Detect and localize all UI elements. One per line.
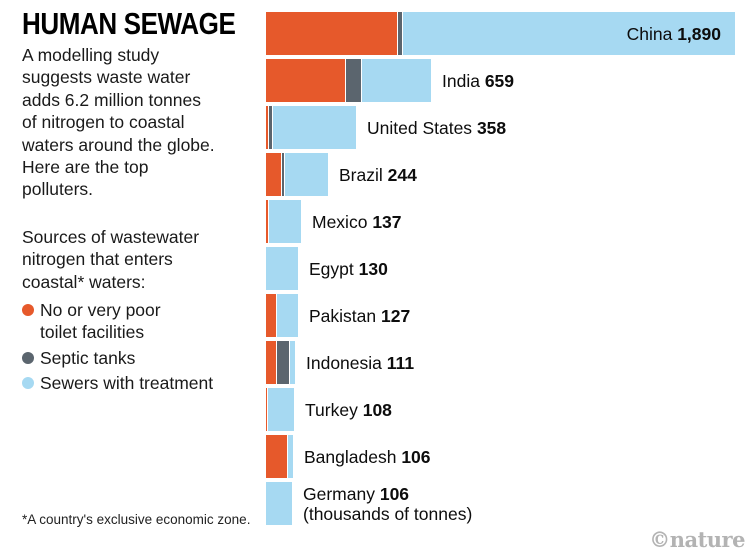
legend-item-label: Sewers with treatment xyxy=(40,373,214,394)
bar-label: Germany 106 (thousands of tonnes) xyxy=(303,484,472,524)
bar-segment-septic xyxy=(346,59,362,102)
country-value: 106 xyxy=(401,446,431,467)
toilet-color-dot-icon xyxy=(22,304,34,316)
country-value: 659 xyxy=(484,70,515,91)
bar-segment-toilet xyxy=(266,153,282,196)
bar-segment-toilet xyxy=(266,200,268,243)
bar-label: China 1,890 xyxy=(266,24,721,44)
country-value: 108 xyxy=(362,399,392,420)
bar-row-pakistan: Pakistan 127 xyxy=(266,294,751,337)
stacked-bar-chart: China 1,890 India 659 United States 358 Bra… xyxy=(266,12,751,529)
legend-item-label: No or very poor toilet facilities xyxy=(40,300,161,343)
bar-label: India 659 xyxy=(442,71,514,91)
legend-item-sewer: Sewers with treatment xyxy=(22,372,262,394)
bar-segment-toilet xyxy=(266,388,268,431)
bar-label: Mexico 137 xyxy=(312,212,402,232)
country-name: Bangladesh xyxy=(304,446,397,467)
septic-color-dot-icon xyxy=(22,351,34,364)
sewer-color-dot-icon xyxy=(22,377,34,390)
country-value: 127 xyxy=(381,305,411,326)
bar-segment-sewer xyxy=(362,59,431,102)
bar-label: Bangladesh 106 xyxy=(304,447,431,467)
bar-row-united-states: United States 358 xyxy=(266,106,751,149)
bar-label: Turkey 108 xyxy=(305,400,392,420)
bar-row-turkey: Turkey 108 xyxy=(266,388,751,431)
bar-segment-sewer xyxy=(402,12,735,55)
bar-segment-toilet xyxy=(266,341,277,384)
country-value: 244 xyxy=(387,164,417,185)
bar-segment-septic xyxy=(398,12,402,55)
nature-credit: ©nature xyxy=(649,527,745,552)
page-title: HUMAN SEWAGE xyxy=(22,6,236,41)
bar-row-china: China 1,890 xyxy=(266,12,751,55)
unit-note: (thousands of tonnes) xyxy=(303,503,473,524)
stacked-bar xyxy=(266,12,735,55)
legend-title: Sources of wastewater nitrogen that ente… xyxy=(22,227,200,292)
bar-segment-septic xyxy=(282,153,284,196)
bar-row-indonesia: Indonesia 111 xyxy=(266,341,751,384)
bar-segment-septic xyxy=(277,341,290,384)
bar-segment-toilet xyxy=(266,435,287,478)
country-name: Pakistan xyxy=(309,305,377,326)
country-name: India xyxy=(442,70,480,91)
country-name: Germany xyxy=(303,483,375,504)
legend-item-label: Septic tanks xyxy=(40,347,136,368)
bar-segment-sewer xyxy=(273,106,357,149)
country-value: 1,890 xyxy=(677,23,721,44)
country-value: 358 xyxy=(476,117,507,138)
bar-label: Egypt 130 xyxy=(309,259,388,279)
country-value: 137 xyxy=(372,211,402,232)
intro-text: A modelling study suggests waste water a… xyxy=(22,45,215,200)
stacked-bar xyxy=(266,341,296,384)
country-name: Egypt xyxy=(309,258,354,279)
stacked-bar xyxy=(266,247,299,290)
bar-segment-toilet xyxy=(266,294,276,337)
bar-segment-septic xyxy=(269,106,273,149)
bar-label: Brazil 244 xyxy=(339,165,417,185)
bar-row-india: India 659 xyxy=(266,59,751,102)
stacked-bar xyxy=(266,388,294,431)
country-name: Mexico xyxy=(312,211,368,232)
country-name: Turkey xyxy=(305,399,358,420)
country-name: China xyxy=(626,23,673,44)
stacked-bar xyxy=(266,294,299,337)
footnote: *A country's exclusive economic zone. xyxy=(22,512,251,527)
bar-row-germany: Germany 106 (thousands of tonnes) xyxy=(266,482,751,525)
bar-segment-toilet xyxy=(266,59,346,102)
bar-segment-toilet xyxy=(266,106,268,149)
bar-row-egypt: Egypt 130 xyxy=(266,247,751,290)
bar-row-bangladesh: Bangladesh 106 xyxy=(266,435,751,478)
country-value: 111 xyxy=(386,352,415,373)
bar-label: United States 358 xyxy=(367,118,506,138)
bar-segment-sewer xyxy=(266,482,293,525)
bar-label: Indonesia 111 xyxy=(306,353,414,373)
legend-item-septic: Septic tanks xyxy=(22,347,262,369)
legend: No or very poor toilet facilities Septic … xyxy=(22,299,262,398)
country-name: United States xyxy=(367,117,473,138)
stacked-bar xyxy=(266,435,294,478)
country-value: 130 xyxy=(358,258,388,279)
bar-segment-toilet xyxy=(266,12,397,55)
stacked-bar xyxy=(266,59,431,102)
bar-row-brazil: Brazil 244 xyxy=(266,153,751,196)
country-value: 106 xyxy=(379,483,410,504)
stacked-bar xyxy=(266,200,301,243)
bar-segment-sewer xyxy=(266,247,299,290)
bar-row-mexico: Mexico 137 xyxy=(266,200,751,243)
bar-segment-sewer xyxy=(288,435,294,478)
stacked-bar xyxy=(266,106,357,149)
bar-segment-sewer xyxy=(284,153,329,196)
legend-item-toilet: No or very poor toilet facilities xyxy=(22,299,262,344)
stacked-bar xyxy=(266,153,329,196)
bar-segment-sewer xyxy=(268,388,294,431)
bar-segment-sewer xyxy=(290,341,296,384)
stacked-bar xyxy=(266,482,293,525)
country-name: Indonesia xyxy=(306,352,382,373)
bar-segment-sewer xyxy=(268,200,301,243)
bar-label: Pakistan 127 xyxy=(309,306,410,326)
bar-segment-sewer xyxy=(276,294,299,337)
country-name: Brazil xyxy=(339,164,383,185)
